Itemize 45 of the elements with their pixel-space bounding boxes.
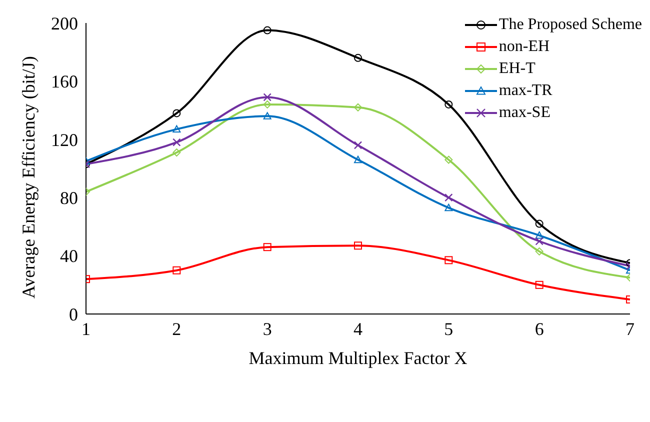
point [535,247,544,256]
point [172,266,181,274]
point [172,138,181,146]
point [535,280,544,289]
y-tick-label: 0 [69,304,78,324]
point [263,243,272,252]
legend-label: max-TR [498,81,552,101]
point [444,156,453,164]
point [263,93,272,102]
legend-label: The Proposed Scheme [498,15,642,35]
point [263,100,272,108]
point [263,26,272,34]
y-axis-title: Average Energy Efficiency (bit/J) [18,56,38,298]
y-tick-label: 80 [60,188,78,208]
point [535,220,544,228]
x-axis-title: Maximum Multiplex Factor X [248,348,468,368]
point [535,237,544,246]
point [354,156,362,164]
point [444,204,453,212]
legend-label: non-EH [498,37,550,57]
point [263,112,272,120]
point [535,231,544,239]
x-tick-label: 3 [262,318,272,339]
x-tick-label: 6 [534,318,544,339]
y-tick-label: 120 [51,130,78,150]
point [444,256,453,264]
point [172,109,181,118]
y-tick-label: 200 [51,13,78,34]
x-tick-label: 1 [82,318,90,339]
point [354,141,362,150]
point [354,103,362,112]
point [444,194,453,202]
y-tick-label: 40 [60,246,78,266]
point [444,100,453,108]
point [172,125,181,133]
point [172,148,181,156]
x-tick-label: 7 [626,318,634,339]
x-tick-label: 4 [354,318,362,339]
x-tick-label: 5 [444,318,454,339]
y-tick-label: 160 [51,72,78,92]
point [354,242,362,250]
point [354,54,362,62]
legend-label: max-SE [498,103,550,123]
legend-label: EH-T [498,59,536,79]
x-tick-label: 2 [172,318,182,339]
